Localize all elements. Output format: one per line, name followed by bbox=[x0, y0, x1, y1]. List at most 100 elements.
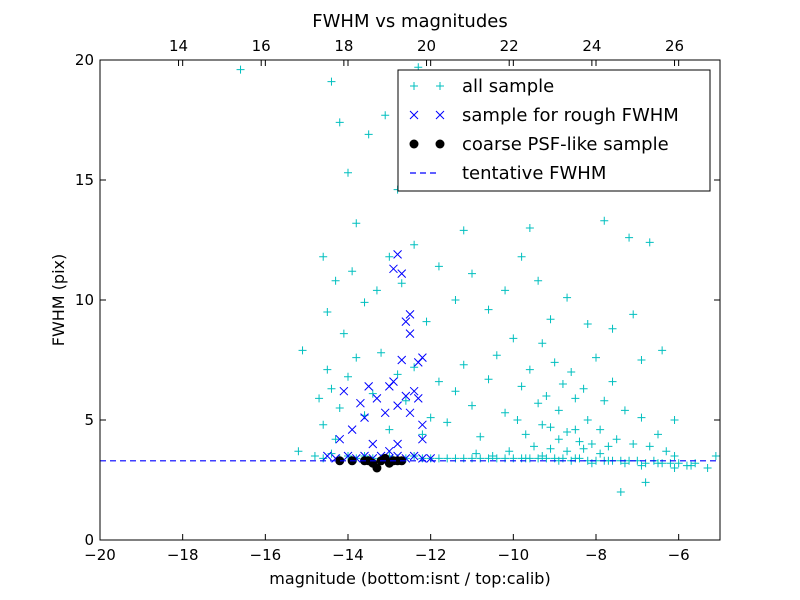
all-sample-point bbox=[397, 279, 406, 288]
all-sample-point bbox=[443, 418, 452, 427]
all-sample-point bbox=[579, 444, 588, 453]
all-sample-point bbox=[434, 377, 443, 386]
rough-fwhm-point bbox=[322, 451, 332, 461]
all-sample-point bbox=[550, 358, 559, 367]
all-sample-point bbox=[319, 252, 328, 261]
rough-fwhm-point bbox=[393, 439, 402, 449]
psf-like-point bbox=[393, 456, 403, 466]
top-x-tick-label: 16 bbox=[252, 37, 271, 55]
all-sample-point bbox=[517, 252, 526, 261]
all-sample-point bbox=[563, 293, 572, 302]
all-sample-point bbox=[600, 216, 609, 225]
all-sample-point bbox=[554, 406, 563, 415]
rough-fwhm-point bbox=[413, 394, 423, 403]
all-sample-point bbox=[571, 425, 580, 434]
rough-fwhm-point bbox=[409, 451, 419, 461]
all-sample-point bbox=[372, 286, 381, 295]
all-sample-point bbox=[401, 396, 410, 405]
all-sample-point bbox=[335, 404, 344, 412]
all-sample-point bbox=[616, 488, 625, 496]
rough-fwhm-point bbox=[368, 439, 378, 449]
top-x-tick-label: 22 bbox=[500, 37, 519, 55]
all-sample-point bbox=[629, 310, 638, 319]
all-sample-point bbox=[682, 461, 691, 470]
legend-box bbox=[397, 69, 711, 192]
all-sample-point bbox=[654, 430, 662, 439]
all-sample-point bbox=[434, 454, 443, 463]
all-sample-point bbox=[637, 461, 646, 470]
rough-fwhm-point bbox=[405, 408, 415, 418]
all-sample-point bbox=[538, 420, 547, 429]
all-sample-point bbox=[542, 392, 551, 400]
y-tick-label: 5 bbox=[84, 411, 94, 429]
legend-label: all sample bbox=[462, 76, 554, 97]
all-sample-point bbox=[344, 372, 352, 381]
all-sample-point bbox=[335, 118, 344, 127]
y-tick-label: 0 bbox=[84, 531, 94, 549]
all-sample-point bbox=[468, 269, 476, 278]
all-sample-point bbox=[542, 454, 551, 463]
legend-swatch bbox=[409, 139, 419, 149]
all-sample-point bbox=[385, 425, 394, 434]
x-tick-label: −10 bbox=[498, 546, 530, 564]
all-sample-point bbox=[468, 401, 476, 410]
all-sample-point bbox=[344, 168, 352, 177]
all-sample-point bbox=[484, 375, 493, 384]
all-sample-point bbox=[563, 447, 572, 456]
all-sample-point bbox=[546, 315, 555, 324]
rough-fwhm-point bbox=[393, 250, 402, 259]
all-sample-point bbox=[645, 442, 654, 451]
all-sample-point bbox=[645, 238, 654, 247]
rough-fwhm-point bbox=[372, 394, 382, 403]
legend-swatch bbox=[436, 82, 444, 90]
all-sample-point bbox=[410, 240, 419, 249]
all-sample-point bbox=[451, 387, 460, 396]
all-sample-point bbox=[484, 454, 493, 463]
all-sample-point bbox=[583, 416, 592, 424]
y-tick-label: 10 bbox=[75, 291, 94, 309]
x-tick-label: −12 bbox=[415, 546, 447, 564]
all-sample-point bbox=[538, 452, 547, 460]
rough-fwhm-point bbox=[397, 269, 407, 278]
all-sample-point bbox=[418, 430, 427, 439]
all-sample-point bbox=[637, 413, 646, 422]
all-sample-point bbox=[331, 276, 340, 285]
x-tick-label: −18 bbox=[167, 546, 199, 564]
all-sample-point bbox=[385, 252, 394, 261]
legend: all sample sample for rough FWHM coarse PS… bbox=[397, 69, 711, 192]
all-sample-point bbox=[323, 365, 332, 374]
all-sample-point bbox=[422, 317, 431, 326]
x-tick-label: −8 bbox=[585, 546, 607, 564]
all-sample-point bbox=[360, 298, 369, 307]
all-sample-point bbox=[534, 454, 543, 463]
all-sample-point bbox=[525, 454, 534, 463]
all-sample-point bbox=[509, 334, 518, 343]
all-sample-point bbox=[563, 428, 572, 436]
rough-fwhm-point bbox=[389, 264, 398, 274]
legend-swatch bbox=[435, 110, 445, 120]
all-sample-point bbox=[331, 435, 340, 444]
rough-fwhm-point bbox=[405, 310, 415, 319]
all-sample-point bbox=[319, 420, 328, 429]
rough-fwhm-point bbox=[401, 391, 411, 401]
y-axis-label: FWHM (pix) bbox=[49, 254, 68, 347]
chart-title: FWHM vs magnitudes bbox=[312, 11, 507, 32]
all-sample-point bbox=[315, 394, 324, 403]
all-sample-point bbox=[352, 219, 361, 228]
y-tick-label: 20 bbox=[75, 51, 94, 69]
rough-fwhm-point bbox=[339, 386, 349, 396]
rough-fwhm-point bbox=[418, 434, 427, 444]
psf-like-point bbox=[335, 456, 345, 466]
all-sample-point bbox=[600, 396, 609, 405]
rough-fwhm-point bbox=[364, 382, 374, 391]
legend-label: tentative FWHM bbox=[462, 163, 606, 184]
all-sample-point bbox=[587, 440, 596, 448]
all-sample-point bbox=[670, 416, 679, 424]
rough-fwhm-point bbox=[393, 401, 402, 410]
legend-swatch bbox=[409, 110, 419, 120]
all-sample-point bbox=[443, 454, 452, 463]
rough-fwhm-point bbox=[401, 317, 411, 326]
all-sample-point bbox=[711, 452, 720, 460]
all-sample-point bbox=[534, 276, 543, 285]
all-sample-point bbox=[501, 408, 510, 417]
